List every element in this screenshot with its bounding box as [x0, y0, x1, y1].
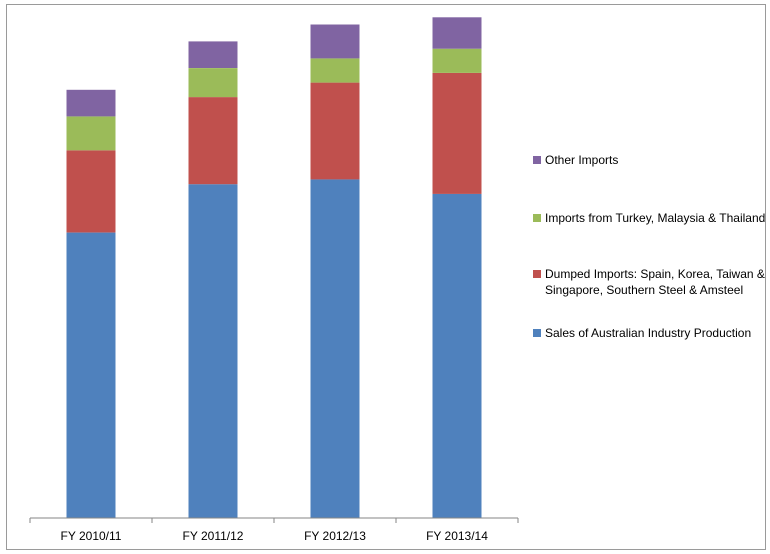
bar-segment-imports-turkey-malaysia-thailand-fy-2010-11: [66, 116, 116, 151]
bar-segment-other-imports-fy-2011-12: [188, 41, 238, 68]
bar-segment-australian-industry-sales-fy-2010-11: [66, 232, 116, 518]
legend-swatch-dumped-imports: [533, 270, 541, 278]
legend-label-imports-turkey-malaysia-thailand: Imports from Turkey, Malaysia & Thailand: [545, 211, 766, 225]
legend-label-dumped-imports: Dumped Imports: Spain, Korea, Taiwan & S…: [545, 267, 765, 297]
legend-item-dumped-imports: Dumped Imports: Spain, Korea, Taiwan & S…: [533, 266, 770, 298]
bar-segment-dumped-imports-fy-2013-14: [432, 72, 482, 194]
bar-segment-dumped-imports-fy-2011-12: [188, 97, 238, 185]
chart-frame: [6, 4, 766, 550]
bar-segment-australian-industry-sales-fy-2013-14: [432, 193, 482, 519]
legend-swatch-other-imports: [533, 156, 541, 164]
bar-segment-dumped-imports-fy-2010-11: [66, 150, 116, 233]
bar-segment-imports-turkey-malaysia-thailand-fy-2013-14: [432, 48, 482, 73]
legend-item-imports-turkey-malaysia-thailand: Imports from Turkey, Malaysia & Thailand: [533, 210, 770, 226]
bars-group: [66, 17, 482, 519]
legend-label-australian-industry-sales: Sales of Australian Industry Production: [545, 326, 752, 340]
x-tick-label: FY 2013/14: [426, 529, 488, 543]
x-axis: FY 2010/11 FY 2011/12 FY 2012/13 FY 2013/14: [29, 517, 519, 543]
legend-item-other-imports: Other Imports: [533, 152, 770, 168]
bar-segment-australian-industry-sales-fy-2011-12: [188, 184, 238, 518]
x-tick-label: FY 2012/13: [304, 529, 366, 543]
bar-segment-dumped-imports-fy-2012-13: [310, 82, 360, 180]
bar-segment-imports-turkey-malaysia-thailand-fy-2012-13: [310, 58, 360, 83]
legend-swatch-imports-turkey-malaysia-thailand: [533, 214, 541, 222]
bar-segment-imports-turkey-malaysia-thailand-fy-2011-12: [188, 68, 238, 98]
bar-segment-other-imports-fy-2013-14: [432, 17, 482, 49]
bar-segment-australian-industry-sales-fy-2012-13: [310, 179, 360, 519]
legend-label-other-imports: Other Imports: [545, 153, 619, 167]
bar-segment-other-imports-fy-2012-13: [310, 24, 360, 59]
bar-segment-other-imports-fy-2010-11: [66, 89, 116, 117]
legend-swatch-australian-industry-sales: [533, 329, 541, 337]
legend-item-australian-industry-sales: Sales of Australian Industry Production: [533, 325, 770, 341]
x-tick-label: FY 2011/12: [183, 529, 244, 543]
x-tick-label: FY 2010/11: [61, 529, 122, 543]
